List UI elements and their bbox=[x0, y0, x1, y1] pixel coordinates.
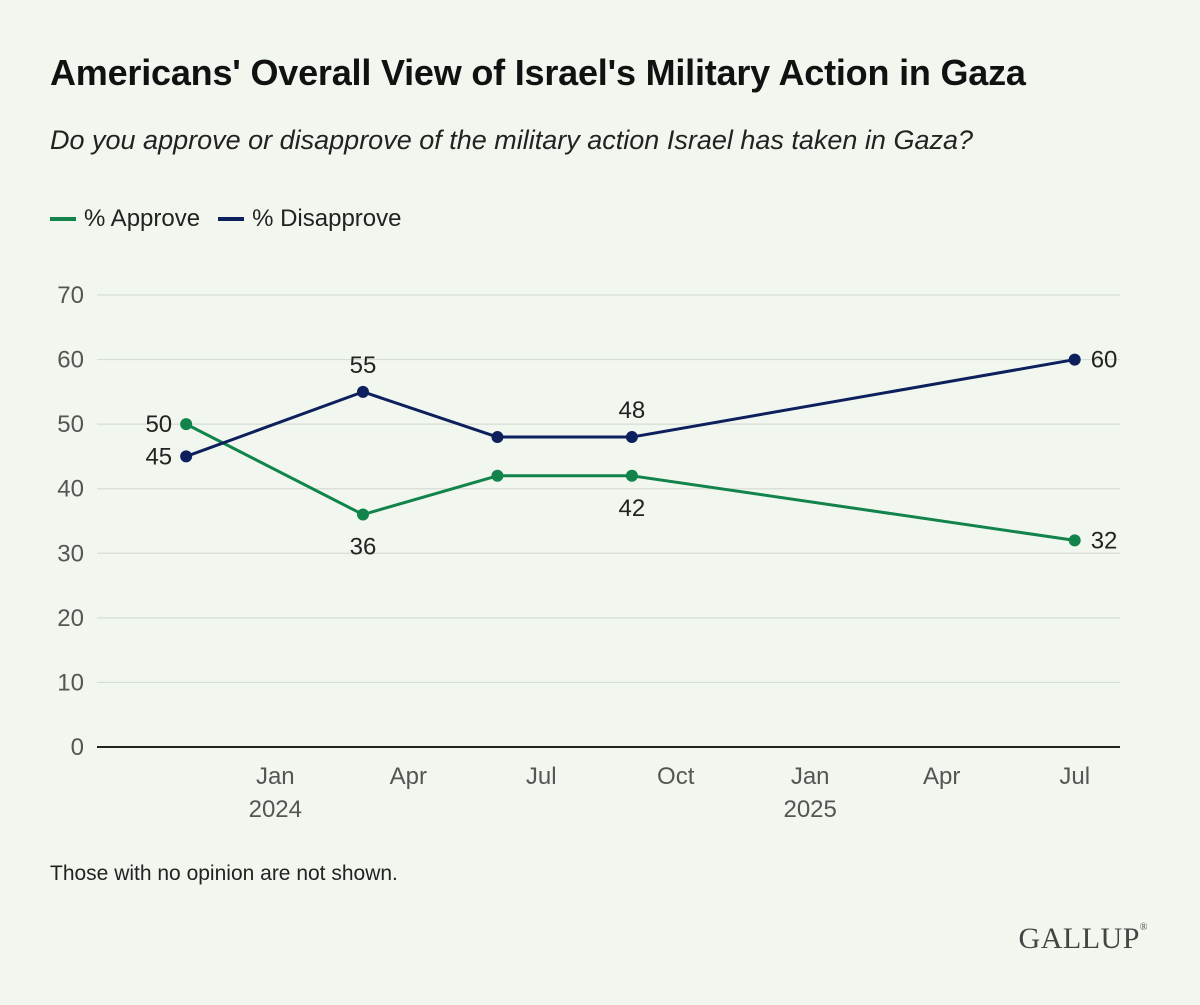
footnote: Those with no opinion are not shown. bbox=[50, 862, 398, 885]
x-tick-label-5: Apr bbox=[923, 763, 960, 790]
data-point-1-0 bbox=[180, 450, 193, 463]
data-point-0-1 bbox=[356, 508, 369, 521]
legend-swatch-disapprove bbox=[218, 217, 245, 221]
gallup-logo: GALLUP® bbox=[1019, 922, 1148, 956]
x-tick-label-0: Jan bbox=[256, 763, 295, 790]
data-point-1-3 bbox=[625, 431, 638, 444]
y-tick-label-30: 30 bbox=[57, 540, 84, 567]
data-point-1-2 bbox=[491, 431, 504, 444]
x-tick-year-4: 2025 bbox=[783, 796, 836, 823]
data-label-1-4: 60 bbox=[1091, 347, 1118, 374]
y-tick-label-20: 20 bbox=[57, 605, 84, 632]
data-label-0-0: 50 bbox=[145, 411, 172, 438]
legend-label-disapprove: % Disapprove bbox=[252, 205, 402, 232]
x-tick-label-3: Oct bbox=[657, 763, 695, 790]
y-tick-label-10: 10 bbox=[57, 669, 84, 696]
y-tick-label-70: 70 bbox=[57, 282, 84, 309]
legend-item-disapprove: % Disapprove bbox=[218, 205, 401, 233]
x-tick-label-2: Jul bbox=[526, 763, 557, 790]
y-tick-label-0: 0 bbox=[71, 734, 84, 761]
data-label-1-0: 45 bbox=[145, 443, 172, 470]
x-tick-label-4: Jan bbox=[791, 763, 830, 790]
chart-subtitle: Do you approve or disapprove of the mili… bbox=[50, 125, 973, 155]
logo-text: GALLUP bbox=[1018, 922, 1140, 955]
y-tick-label-60: 60 bbox=[57, 347, 84, 374]
x-tick-label-1: Apr bbox=[390, 763, 427, 790]
x-tick-year-0: 2024 bbox=[249, 796, 302, 823]
data-point-0-2 bbox=[491, 469, 504, 482]
legend-swatch-approve bbox=[50, 217, 76, 221]
data-point-0-0 bbox=[180, 418, 193, 431]
y-tick-label-40: 40 bbox=[57, 476, 84, 503]
legend-label-approve: % Approve bbox=[84, 205, 201, 232]
data-point-1-4 bbox=[1068, 353, 1081, 366]
data-point-0-4 bbox=[1068, 534, 1081, 547]
legend: % Approve % Disapprove bbox=[50, 205, 419, 233]
logo-mark: ® bbox=[1139, 922, 1148, 933]
data-label-1-1: 55 bbox=[350, 352, 377, 379]
data-label-0-1: 36 bbox=[350, 534, 377, 561]
data-point-0-3 bbox=[625, 469, 638, 482]
chart-title: Americans' Overall View of Israel's Mili… bbox=[50, 52, 1026, 93]
data-label-0-3: 42 bbox=[619, 495, 646, 522]
data-point-1-1 bbox=[356, 385, 369, 398]
y-tick-label-50: 50 bbox=[57, 411, 84, 438]
legend-item-approve: % Approve bbox=[50, 205, 200, 233]
data-label-0-4: 32 bbox=[1091, 527, 1118, 554]
x-tick-label-6: Jul bbox=[1059, 763, 1090, 790]
data-label-1-3: 48 bbox=[619, 397, 646, 424]
